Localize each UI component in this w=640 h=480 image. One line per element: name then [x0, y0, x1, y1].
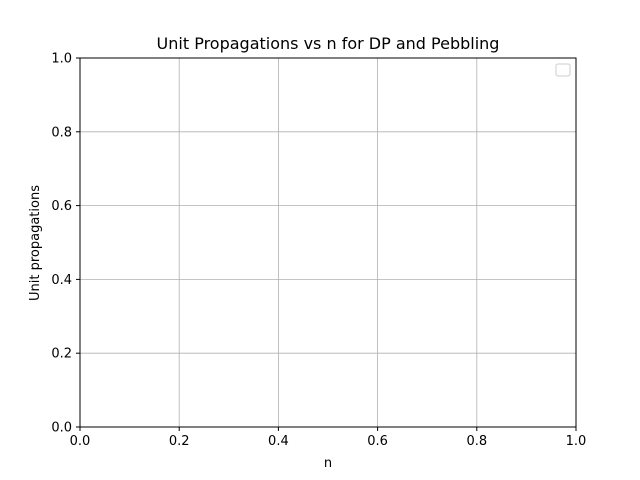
x-axis-ticks: 0.0 0.2 0.4 0.6 0.8 1.0	[70, 427, 587, 449]
x-tick-label: 0.4	[268, 434, 289, 449]
x-tick-label: 0.0	[70, 434, 91, 449]
x-tick-label: 0.6	[367, 434, 388, 449]
plot-area-frame	[79, 57, 577, 428]
y-tick-label: 0.6	[51, 199, 72, 214]
y-tick-label: 1.0	[51, 52, 72, 67]
x-tick-label: 0.2	[169, 434, 190, 449]
x-tick-label: 1.0	[566, 434, 587, 449]
x-axis-label: n	[324, 456, 332, 471]
y-tick-label: 0.8	[51, 125, 72, 140]
chart-title: Unit Propagations vs n for DP and Pebbli…	[157, 34, 500, 53]
legend-box	[555, 63, 571, 77]
y-tick-label: 0.0	[51, 421, 72, 436]
y-axis-label: Unit propagations	[28, 185, 43, 301]
y-axis-ticks: 0.0 0.2 0.4 0.6 0.8 1.0	[51, 52, 80, 436]
y-tick-label: 0.4	[51, 273, 72, 288]
x-tick-label: 0.8	[466, 434, 487, 449]
y-tick-label: 0.2	[51, 347, 72, 362]
